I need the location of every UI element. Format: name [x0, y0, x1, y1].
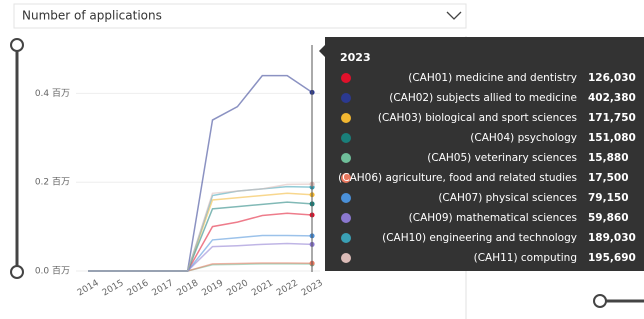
tooltip-swatch — [341, 253, 351, 263]
tooltip-value: 195,690 — [588, 252, 636, 264]
tooltip-swatch — [341, 213, 351, 223]
tooltip-series-name: (CAH03) biological and sport sciences — [378, 112, 577, 124]
y-tick-label: 0.0 百万 — [35, 266, 70, 277]
tooltip-series-name: (CAH04) psychology — [470, 132, 577, 144]
tooltip-series-name: (CAH05) veterinary sciences — [427, 152, 577, 164]
x-tick-label: 2021 — [250, 278, 275, 298]
tooltip: 2023 (CAH01) medicine and dentistry 126,0… — [319, 37, 644, 271]
tooltip-value: 15,880 — [588, 152, 629, 164]
x-tick-label: 2019 — [200, 278, 225, 298]
tooltip-swatch — [341, 233, 351, 243]
tooltip-title: 2023 — [340, 51, 371, 64]
tooltip-swatch — [341, 173, 351, 183]
x-tick-label: 2014 — [76, 278, 101, 298]
x-tick-label: 2018 — [175, 278, 200, 298]
dropdown-label: Number of applications — [22, 9, 162, 23]
tooltip-series-name: (CAH02) subjects allied to medicine — [389, 92, 577, 104]
x-tick-label: 2023 — [300, 278, 325, 298]
tooltip-value: 189,030 — [588, 232, 636, 244]
tooltip-value: 171,750 — [588, 112, 636, 124]
tooltip-swatch — [341, 193, 351, 203]
tooltip-value: 402,380 — [588, 92, 636, 104]
x-tick-label: 2015 — [101, 278, 126, 298]
range-slider-handle[interactable] — [593, 294, 607, 308]
dropdown-chevron — [446, 11, 462, 20]
x-tick-label: 2022 — [275, 278, 300, 298]
range-slider-handle[interactable] — [10, 265, 24, 279]
x-tick-label: 2020 — [225, 278, 250, 298]
tooltip-series-name: (CAH10) engineering and technology — [382, 232, 577, 244]
x-tick-label: 2016 — [126, 278, 151, 298]
tooltip-value: 59,860 — [588, 212, 629, 224]
tooltip-box — [325, 37, 644, 271]
tooltip-pointer — [319, 45, 325, 57]
range-slider-handle[interactable] — [10, 38, 24, 52]
tooltip-swatch — [341, 73, 351, 83]
tooltip-series-name: (CAH06) agriculture, food and related st… — [338, 172, 577, 184]
dropdown[interactable]: Number of applications — [13, 3, 467, 29]
tooltip-series-name: (CAH11) computing — [474, 252, 577, 264]
tooltip-value: 79,150 — [588, 192, 629, 204]
tooltip-value: 17,500 — [588, 172, 629, 184]
tooltip-value: 151,080 — [588, 132, 636, 144]
tooltip-series-name: (CAH09) mathematical sciences — [409, 212, 577, 224]
x-tick-label: 2017 — [151, 278, 176, 298]
tooltip-series-name: (CAH07) physical sciences — [438, 192, 577, 204]
tooltip-swatch — [341, 93, 351, 103]
y-tick-label: 0.2 百万 — [35, 177, 70, 188]
tooltip-value: 126,030 — [588, 72, 636, 84]
y-tick-label: 0.4 百万 — [35, 88, 70, 99]
tooltip-series-name: (CAH01) medicine and dentistry — [408, 72, 577, 84]
tooltip-swatch — [341, 153, 351, 163]
series-line — [88, 183, 313, 272]
tooltip-swatch — [341, 113, 351, 123]
tooltip-swatch — [341, 133, 351, 143]
dropdown-box[interactable] — [13, 3, 467, 29]
